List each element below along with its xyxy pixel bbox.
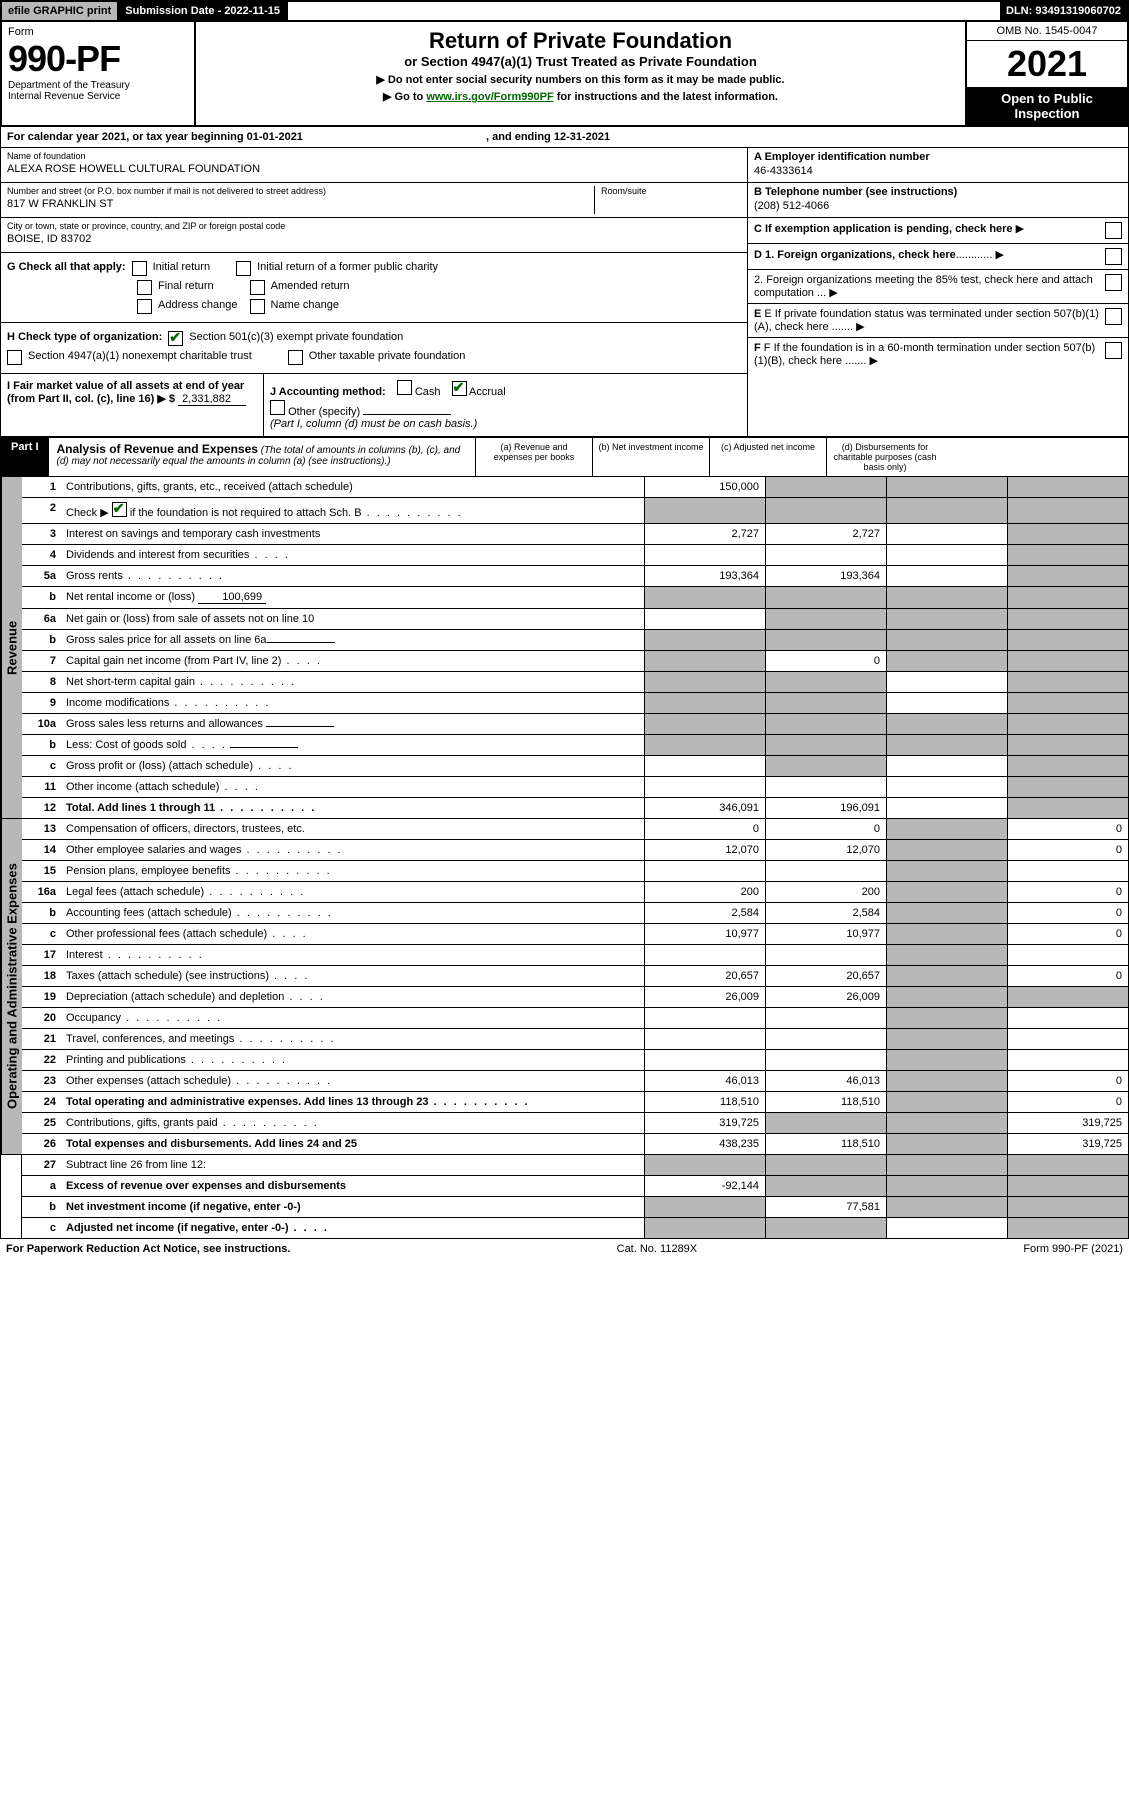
section-d2: 2. Foreign organizations meeting the 85%… — [748, 270, 1128, 304]
section-g: G Check all that apply: Initial return I… — [1, 253, 747, 323]
pra-notice: For Paperwork Reduction Act Notice, see … — [6, 1243, 290, 1255]
section-h: H Check type of organization: Section 50… — [1, 323, 747, 374]
open-public: Open to Public Inspection — [967, 87, 1127, 125]
cash-checkbox[interactable] — [397, 380, 412, 395]
form-title: Return of Private Foundation — [206, 28, 955, 54]
col-b-header: (b) Net investment income — [592, 438, 709, 476]
telephone-field: B Telephone number (see instructions) (2… — [748, 183, 1128, 218]
85pct-test-checkbox[interactable] — [1105, 274, 1122, 291]
section-j: J Accounting method: Cash Accrual Other … — [264, 374, 747, 436]
section-i: I Fair market value of all assets at end… — [1, 374, 264, 436]
part1-header-row: Part I Analysis of Revenue and Expenses … — [0, 437, 1129, 477]
irs-link[interactable]: www.irs.gov/Form990PF — [426, 91, 553, 103]
section-d1: D 1. Foreign organizations, check here..… — [748, 244, 1128, 270]
section-c: C If exemption application is pending, c… — [748, 218, 1128, 244]
tax-year: 2021 — [967, 41, 1127, 87]
60-month-checkbox[interactable] — [1105, 342, 1122, 359]
initial-former-checkbox[interactable] — [236, 261, 251, 276]
form-subtitle: or Section 4947(a)(1) Trust Treated as P… — [206, 54, 955, 69]
col-c-header: (c) Adjusted net income — [709, 438, 826, 476]
instr-line-2: ▶ Go to www.irs.gov/Form990PF for instru… — [206, 90, 955, 103]
revenue-side-label: Revenue — [1, 477, 22, 818]
other-taxable-checkbox[interactable] — [288, 350, 303, 365]
status-terminated-checkbox[interactable] — [1105, 308, 1122, 325]
header-bar: efile GRAPHIC print Submission Date - 20… — [0, 0, 1129, 22]
revenue-block: Revenue 1Contributions, gifts, grants, e… — [0, 477, 1129, 819]
efile-print-button[interactable]: efile GRAPHIC print — [2, 2, 119, 20]
calendar-year-line: For calendar year 2021, or tax year begi… — [0, 127, 1129, 148]
form-word: Form — [8, 26, 188, 38]
name-change-checkbox[interactable] — [250, 299, 265, 314]
exemption-pending-checkbox[interactable] — [1105, 222, 1122, 239]
other-method-checkbox[interactable] — [270, 400, 285, 415]
accrual-checkbox[interactable] — [452, 381, 467, 396]
part1-label: Part I — [1, 438, 49, 476]
entity-section: Name of foundation ALEXA ROSE HOWELL CUL… — [0, 148, 1129, 437]
irs-label: Internal Revenue Service — [8, 91, 188, 102]
foundation-name-field: Name of foundation ALEXA ROSE HOWELL CUL… — [1, 148, 747, 183]
4947a1-checkbox[interactable] — [7, 350, 22, 365]
foreign-org-checkbox[interactable] — [1105, 248, 1122, 265]
section-e: E E If private foundation status was ter… — [748, 304, 1128, 338]
page-footer: For Paperwork Reduction Act Notice, see … — [0, 1239, 1129, 1259]
expenses-side-label: Operating and Administrative Expenses — [1, 819, 22, 1154]
form-number: 990-PF — [8, 38, 188, 80]
initial-return-checkbox[interactable] — [132, 261, 147, 276]
cat-number: Cat. No. 11289X — [617, 1243, 698, 1255]
schb-checkbox[interactable] — [112, 502, 127, 517]
line27-block: 27Subtract line 26 from line 12: aExcess… — [0, 1155, 1129, 1239]
submission-date: Submission Date - 2022-11-15 — [119, 2, 288, 20]
address-field: Number and street (or P.O. box number if… — [1, 183, 747, 218]
dept-treasury: Department of the Treasury — [8, 80, 188, 91]
section-f: F F If the foundation is in a 60-month t… — [748, 338, 1128, 371]
ein-field: A Employer identification number 46-4333… — [748, 148, 1128, 183]
omb-number: OMB No. 1545-0047 — [967, 22, 1127, 41]
form-header: Form 990-PF Department of the Treasury I… — [0, 22, 1129, 127]
expenses-block: Operating and Administrative Expenses 13… — [0, 819, 1129, 1155]
amended-return-checkbox[interactable] — [250, 280, 265, 295]
city-field: City or town, state or province, country… — [1, 218, 747, 253]
form-ref: Form 990-PF (2021) — [1023, 1243, 1123, 1255]
col-a-header: (a) Revenue and expenses per books — [475, 438, 592, 476]
501c3-checkbox[interactable] — [168, 331, 183, 346]
address-change-checkbox[interactable] — [137, 299, 152, 314]
final-return-checkbox[interactable] — [137, 280, 152, 295]
instr-line-1: ▶ Do not enter social security numbers o… — [206, 73, 955, 86]
dln: DLN: 93491319060702 — [1000, 2, 1127, 20]
col-d-header: (d) Disbursements for charitable purpose… — [826, 438, 943, 476]
